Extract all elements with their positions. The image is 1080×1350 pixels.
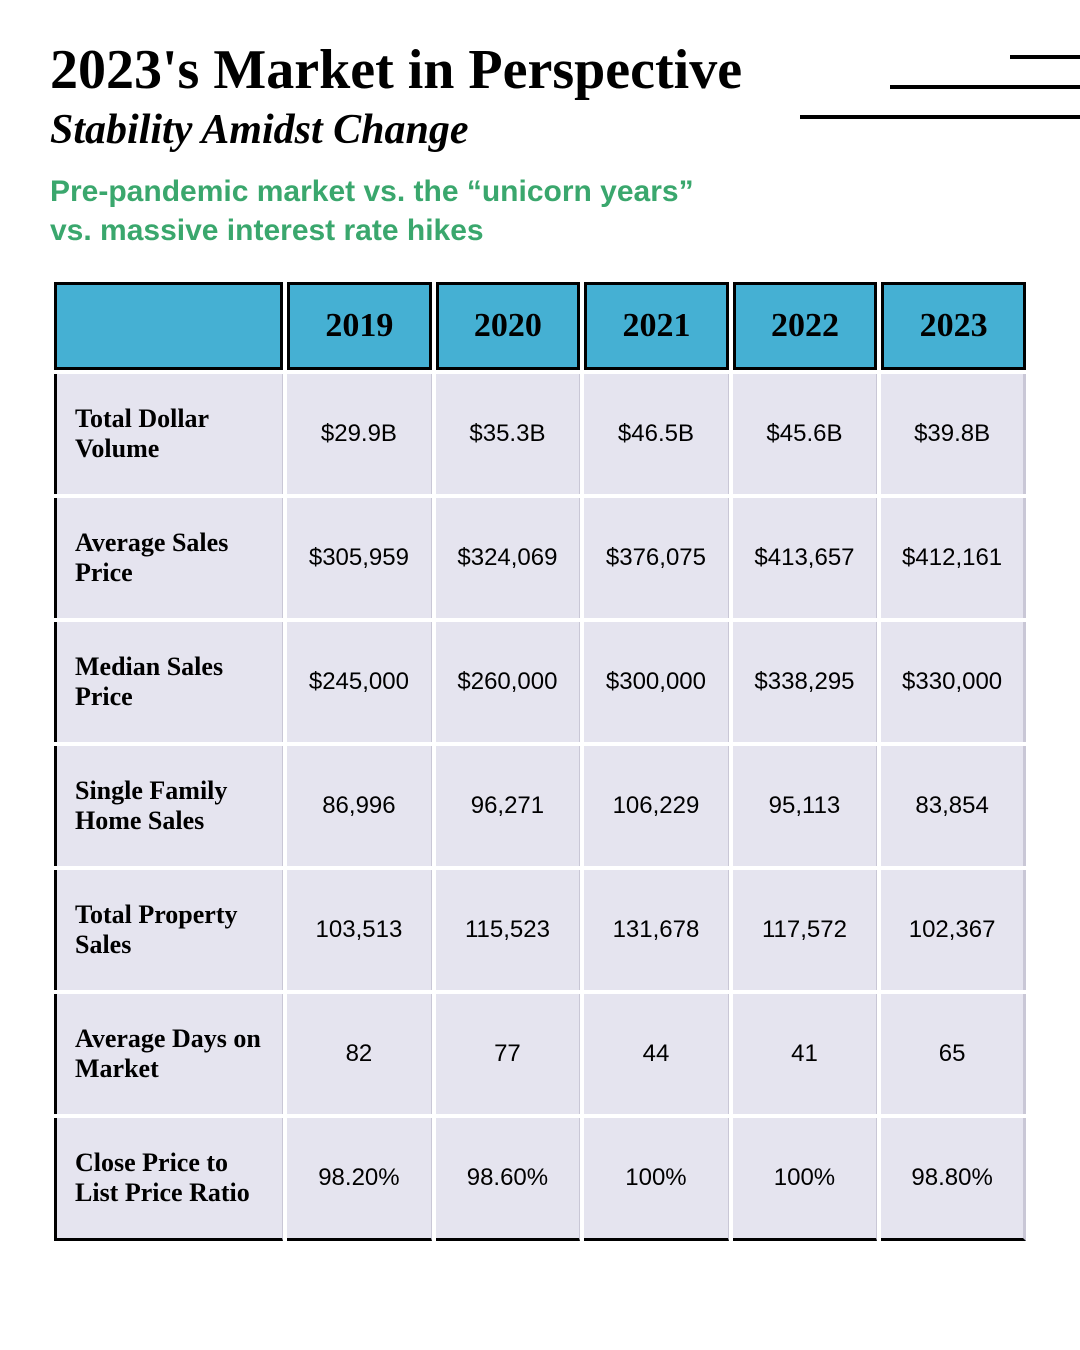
table-cell: $376,075 — [584, 498, 729, 618]
table-cell: $35.3B — [436, 374, 581, 494]
table-cell: 106,229 — [584, 746, 729, 866]
table-cell: 98.60% — [436, 1118, 581, 1241]
decor-line-1 — [1010, 55, 1080, 59]
table-cell: 103,513 — [287, 870, 432, 990]
col-header-2022: 2022 — [733, 282, 878, 370]
col-header-2019: 2019 — [287, 282, 432, 370]
table-cell: 77 — [436, 994, 581, 1114]
table-header-row: 2019 2020 2021 2022 2023 — [54, 282, 1026, 370]
row-label: Median Sales Price — [54, 622, 283, 742]
table-cell: 131,678 — [584, 870, 729, 990]
row-label: Average Sales Price — [54, 498, 283, 618]
table-cell: 98.20% — [287, 1118, 432, 1241]
row-label: Close Price to List Price Ratio — [54, 1118, 283, 1241]
row-label: Total Dollar Volume — [54, 374, 283, 494]
page-container: 2023's Market in Perspective Stability A… — [0, 0, 1080, 1245]
table-cell: $46.5B — [584, 374, 729, 494]
market-table: 2019 2020 2021 2022 2023 Total Dollar Vo… — [50, 278, 1030, 1245]
page-tagline: Pre-pandemic market vs. the “unicorn yea… — [50, 172, 1030, 250]
table-body: Total Dollar Volume$29.9B$35.3B$46.5B$45… — [54, 374, 1026, 1241]
table-row: Close Price to List Price Ratio98.20%98.… — [54, 1118, 1026, 1241]
table-cell: 100% — [584, 1118, 729, 1241]
table-cell: $338,295 — [733, 622, 878, 742]
col-header-2021: 2021 — [584, 282, 729, 370]
table-cell: 83,854 — [881, 746, 1026, 866]
table-cell: 115,523 — [436, 870, 581, 990]
table-row: Total Property Sales103,513115,523131,67… — [54, 870, 1026, 990]
table-cell: $29.9B — [287, 374, 432, 494]
col-header-2020: 2020 — [436, 282, 581, 370]
tagline-line-2: vs. massive interest rate hikes — [50, 211, 1030, 250]
row-label: Single Family Home Sales — [54, 746, 283, 866]
table-cell: $300,000 — [584, 622, 729, 742]
header-blank — [54, 282, 283, 370]
table-cell: $39.8B — [881, 374, 1026, 494]
table-row: Average Sales Price$305,959$324,069$376,… — [54, 498, 1026, 618]
table-cell: 86,996 — [287, 746, 432, 866]
tagline-line-1: Pre-pandemic market vs. the “unicorn yea… — [50, 172, 1030, 211]
decor-line-2 — [890, 85, 1080, 89]
table-cell: 98.80% — [881, 1118, 1026, 1241]
table-cell: $413,657 — [733, 498, 878, 618]
table-cell: 102,367 — [881, 870, 1026, 990]
decorative-lines — [800, 55, 1080, 145]
table-cell: 44 — [584, 994, 729, 1114]
table-cell: 65 — [881, 994, 1026, 1114]
table-row: Average Days on Market8277444165 — [54, 994, 1026, 1114]
table-cell: 82 — [287, 994, 432, 1114]
table-cell: $324,069 — [436, 498, 581, 618]
table-cell: 41 — [733, 994, 878, 1114]
market-table-wrap: 2019 2020 2021 2022 2023 Total Dollar Vo… — [50, 278, 1030, 1245]
table-cell: $305,959 — [287, 498, 432, 618]
table-cell: 117,572 — [733, 870, 878, 990]
table-cell: $260,000 — [436, 622, 581, 742]
table-row: Total Dollar Volume$29.9B$35.3B$46.5B$45… — [54, 374, 1026, 494]
table-row: Single Family Home Sales86,99696,271106,… — [54, 746, 1026, 866]
col-header-2023: 2023 — [881, 282, 1026, 370]
table-cell: 96,271 — [436, 746, 581, 866]
table-cell: $245,000 — [287, 622, 432, 742]
decor-line-3 — [800, 115, 1080, 119]
row-label: Average Days on Market — [54, 994, 283, 1114]
table-cell: $330,000 — [881, 622, 1026, 742]
table-cell: $45.6B — [733, 374, 878, 494]
table-cell: 95,113 — [733, 746, 878, 866]
table-cell: $412,161 — [881, 498, 1026, 618]
table-cell: 100% — [733, 1118, 878, 1241]
table-head: 2019 2020 2021 2022 2023 — [54, 282, 1026, 370]
row-label: Total Property Sales — [54, 870, 283, 990]
table-row: Median Sales Price$245,000$260,000$300,0… — [54, 622, 1026, 742]
